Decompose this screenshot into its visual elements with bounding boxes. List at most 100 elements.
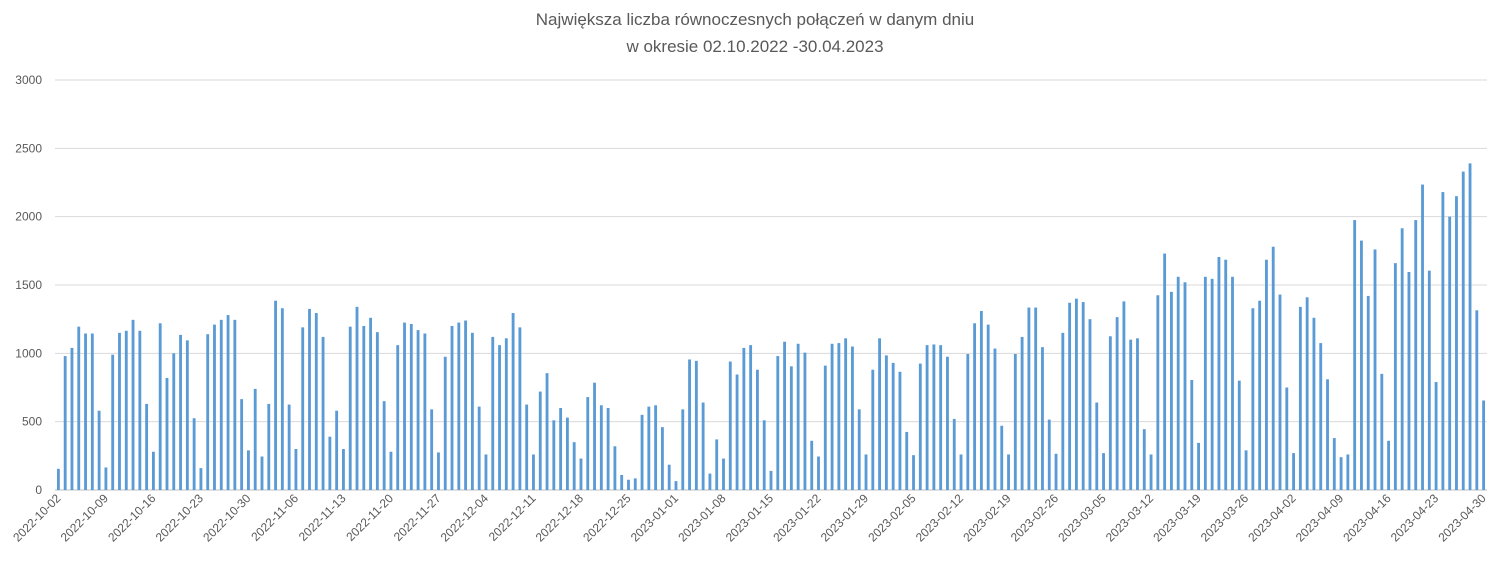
bar — [63, 356, 67, 490]
bar — [1285, 387, 1289, 490]
bar — [511, 313, 515, 490]
bar — [1102, 453, 1105, 490]
bar — [430, 409, 434, 490]
bar — [959, 454, 963, 490]
bar — [192, 418, 196, 490]
bar — [321, 336, 325, 490]
bar — [1163, 253, 1167, 490]
bar — [382, 401, 386, 490]
bar — [681, 409, 685, 490]
bar — [884, 355, 888, 490]
bar — [830, 343, 834, 490]
bar — [864, 454, 868, 490]
x-tick-label: 2022-12-25 — [580, 491, 634, 545]
bar — [437, 452, 440, 490]
x-tick-label: 2022-11-13 — [296, 491, 349, 544]
x-tick-label: 2023-04-02 — [1245, 491, 1299, 545]
x-tick-label: 2023-04-16 — [1340, 491, 1394, 545]
bar — [70, 347, 74, 490]
bar — [932, 344, 936, 490]
bar — [1129, 339, 1133, 490]
y-tick-label: 0 — [35, 483, 42, 497]
bar — [1441, 192, 1445, 490]
bar — [518, 327, 522, 490]
bar — [905, 431, 909, 490]
bar — [206, 334, 210, 490]
bar — [1034, 307, 1038, 490]
bar — [348, 326, 352, 490]
bar — [1278, 294, 1282, 490]
x-tick-label: 2022-11-27 — [391, 491, 444, 544]
x-tick-label: 2023-03-19 — [1150, 491, 1204, 545]
bar — [1380, 373, 1384, 490]
x-tick-label: 2023-01-08 — [675, 491, 729, 545]
bar — [470, 332, 474, 490]
bar — [124, 330, 128, 490]
bar — [1326, 379, 1329, 490]
bar — [1088, 319, 1092, 490]
bar — [715, 439, 719, 490]
bar — [274, 300, 277, 490]
bar — [328, 436, 332, 490]
bar — [1360, 240, 1363, 490]
x-tick-label: 2022-12-04 — [438, 491, 492, 545]
bar — [1156, 295, 1160, 490]
bar — [308, 308, 311, 490]
bar — [151, 451, 155, 490]
bar — [898, 371, 902, 490]
bar — [1047, 419, 1051, 490]
bar — [586, 397, 590, 490]
bar — [606, 408, 610, 490]
bar — [1136, 338, 1139, 490]
bar — [416, 330, 420, 490]
bar — [1013, 354, 1017, 490]
bar — [287, 404, 291, 490]
bar — [1108, 336, 1112, 490]
x-tick-label: 2023-01-01 — [628, 491, 682, 545]
bar — [260, 456, 264, 490]
bar — [688, 359, 691, 490]
chart-subtitle: w okresie 02.10.2022 -30.04.2023 — [626, 37, 884, 56]
bar — [342, 449, 345, 490]
bar — [1455, 196, 1458, 491]
bar — [640, 414, 644, 490]
bar — [1190, 379, 1194, 490]
bar — [552, 420, 556, 490]
bar — [1231, 276, 1234, 490]
bar — [851, 346, 854, 490]
bar — [837, 343, 841, 490]
bar — [565, 417, 569, 490]
bar — [1020, 336, 1024, 490]
bar — [301, 327, 305, 490]
bar — [1169, 291, 1173, 490]
bar — [776, 356, 780, 490]
bar — [694, 360, 698, 490]
bar — [674, 481, 678, 490]
bar — [111, 354, 115, 490]
bar — [199, 468, 203, 490]
bar — [1061, 332, 1065, 490]
bar — [1407, 272, 1411, 490]
bar — [1414, 220, 1418, 490]
bar — [1265, 259, 1268, 490]
x-tick-label: 2022-12-11 — [486, 491, 539, 544]
bar — [1319, 343, 1323, 490]
bar — [796, 343, 800, 490]
bar — [593, 382, 596, 490]
bar — [1353, 220, 1357, 490]
bar — [823, 365, 827, 490]
bar — [579, 458, 583, 490]
y-tick-label: 2000 — [15, 210, 42, 224]
bar — [219, 319, 223, 490]
bar — [1007, 454, 1010, 490]
bar — [762, 420, 766, 490]
y-tick-label: 2500 — [15, 141, 42, 155]
bar — [1393, 263, 1397, 490]
bar — [1027, 307, 1031, 490]
bar — [484, 454, 488, 490]
bar — [912, 455, 915, 490]
bar — [810, 440, 814, 490]
bar — [104, 467, 108, 490]
bar — [179, 334, 182, 490]
